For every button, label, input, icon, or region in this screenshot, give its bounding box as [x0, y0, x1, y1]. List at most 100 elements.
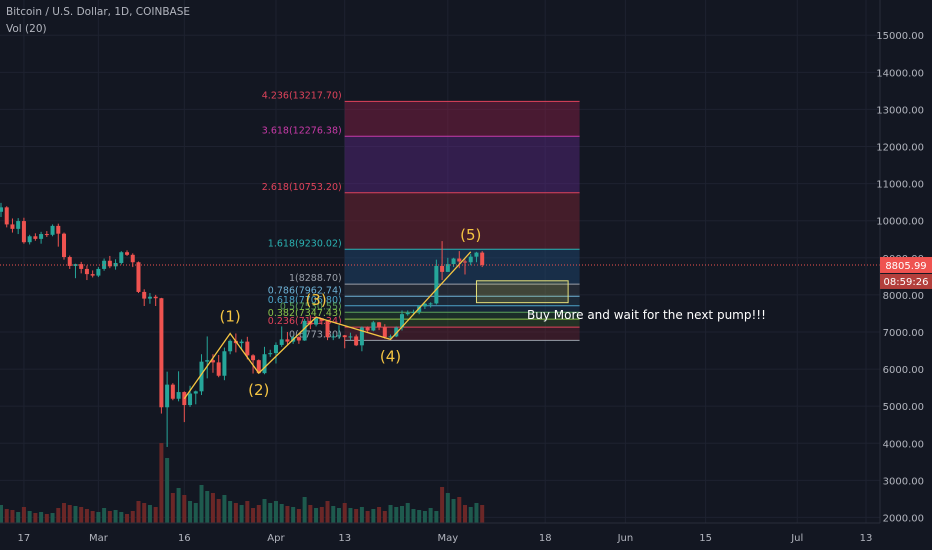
candle-body: [273, 344, 278, 354]
candle[interactable]: [90, 270, 95, 278]
candle[interactable]: [33, 233, 38, 241]
candle[interactable]: [440, 241, 445, 281]
candle[interactable]: [417, 305, 422, 315]
candle[interactable]: [314, 317, 319, 327]
candle[interactable]: [268, 349, 273, 357]
candles: [0, 202, 485, 447]
price-tick-label: 14000.00: [876, 68, 924, 79]
time-tick-label: Jun: [617, 533, 634, 544]
candle[interactable]: [170, 383, 175, 401]
volume-bar: [67, 505, 72, 523]
time-tick-label: 15: [699, 533, 712, 544]
candle[interactable]: [0, 202, 4, 217]
candle[interactable]: [251, 354, 256, 374]
candle[interactable]: [325, 320, 330, 341]
candle[interactable]: [273, 342, 278, 364]
fib-zone: [344, 192, 580, 250]
volume-bar: [113, 510, 118, 523]
candle[interactable]: [428, 302, 433, 308]
candle[interactable]: [382, 324, 387, 339]
candle[interactable]: [62, 232, 67, 260]
candle[interactable]: [354, 334, 359, 347]
candle[interactable]: [188, 385, 193, 407]
candle[interactable]: [262, 346, 267, 375]
candle[interactable]: [165, 371, 170, 447]
candle[interactable]: [102, 258, 107, 271]
time-tick-label: 16: [178, 533, 191, 544]
candle[interactable]: [239, 339, 244, 350]
candle[interactable]: [342, 334, 347, 349]
candle[interactable]: [176, 371, 181, 402]
candle[interactable]: [348, 332, 353, 341]
candle[interactable]: [39, 231, 44, 244]
candle[interactable]: [228, 339, 233, 355]
volume-bar: [480, 505, 485, 523]
candle-body: [422, 303, 427, 307]
candle[interactable]: [463, 259, 468, 275]
candle[interactable]: [468, 254, 473, 266]
candle[interactable]: [50, 224, 55, 237]
candle[interactable]: [216, 354, 221, 378]
annotation-box[interactable]: [475, 280, 569, 304]
volume-bar: [245, 501, 250, 523]
candle[interactable]: [285, 331, 290, 345]
candle[interactable]: [205, 336, 210, 379]
candle[interactable]: [136, 261, 141, 294]
volume-bar: [474, 503, 479, 523]
candle[interactable]: [84, 265, 89, 281]
candle[interactable]: [142, 289, 147, 307]
candle[interactable]: [434, 259, 439, 305]
candle[interactable]: [21, 217, 26, 244]
candle[interactable]: [296, 336, 301, 344]
candle[interactable]: [96, 267, 101, 278]
candle[interactable]: [79, 261, 84, 274]
candle-body: [463, 261, 468, 263]
candle[interactable]: [16, 218, 21, 235]
candle[interactable]: [44, 231, 49, 238]
candle[interactable]: [4, 206, 9, 228]
candle[interactable]: [377, 321, 382, 331]
candle[interactable]: [193, 390, 198, 405]
candle[interactable]: [422, 303, 427, 309]
candle[interactable]: [113, 259, 118, 270]
elliott-wave-label: (3): [305, 291, 326, 309]
candle-body: [56, 225, 61, 234]
candle[interactable]: [107, 255, 112, 269]
candle[interactable]: [10, 218, 15, 233]
candle[interactable]: [336, 325, 341, 339]
candle-body: [457, 258, 462, 262]
candle[interactable]: [67, 255, 72, 269]
candle[interactable]: [279, 326, 284, 347]
annotation-text: Buy More and wait for the next pump!!!: [527, 308, 766, 322]
volume-bar: [210, 493, 215, 523]
candle[interactable]: [480, 251, 485, 268]
candle[interactable]: [474, 251, 479, 263]
candle[interactable]: [119, 251, 124, 265]
volume-bar: [342, 503, 347, 523]
candle[interactable]: [159, 297, 164, 414]
candle[interactable]: [27, 234, 32, 245]
candle[interactable]: [365, 326, 370, 332]
candle[interactable]: [147, 293, 152, 304]
candle[interactable]: [125, 250, 130, 256]
candle-body: [377, 322, 382, 328]
candle-body: [84, 268, 89, 275]
candle[interactable]: [394, 326, 399, 338]
volume-bar: [136, 501, 141, 523]
candle[interactable]: [451, 257, 456, 268]
candle[interactable]: [153, 294, 158, 307]
candle[interactable]: [56, 223, 61, 247]
candle[interactable]: [256, 359, 261, 374]
candle[interactable]: [73, 263, 78, 279]
candle[interactable]: [371, 320, 376, 332]
candle[interactable]: [222, 347, 227, 381]
candle[interactable]: [302, 318, 307, 341]
candle[interactable]: [405, 310, 410, 316]
price-tick-label: 2000.00: [883, 513, 924, 524]
fib-level-label: 4.236(13217.70): [262, 90, 342, 101]
candle-body: [348, 336, 353, 338]
candle[interactable]: [331, 333, 336, 341]
candle[interactable]: [245, 336, 250, 360]
